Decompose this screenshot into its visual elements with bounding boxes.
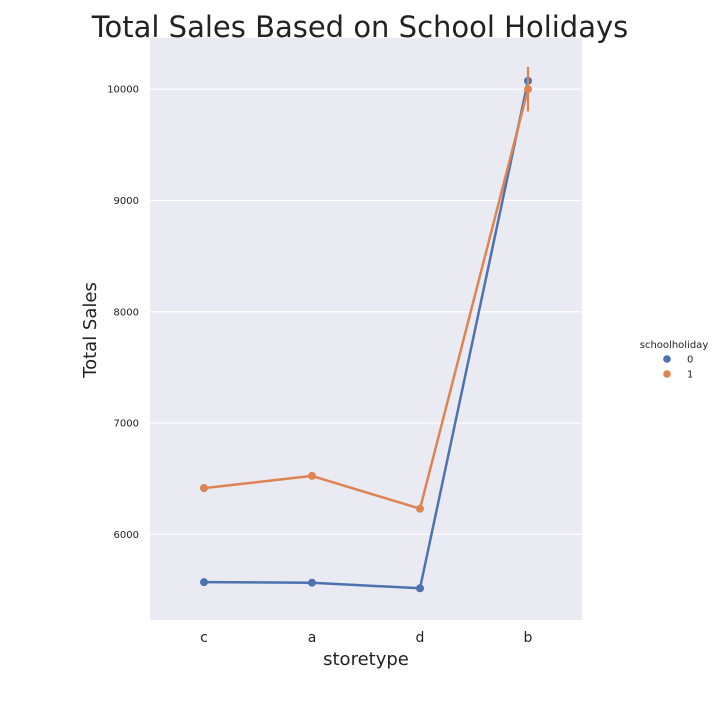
plot-area [150,38,582,620]
y-tick-label: 9000 [114,196,139,207]
data-point [308,471,316,480]
legend-title: schoolholiday [640,340,709,351]
legend-marker [663,370,671,378]
series-line [203,80,530,590]
data-point [200,578,208,587]
y-tick-label: 10000 [107,85,139,96]
data-point [308,578,316,587]
legend-label: 0 [687,355,693,366]
legend: schoolholiday 0 1 [640,340,709,381]
series-line [203,88,530,510]
y-tick-label: 8000 [114,307,139,318]
x-tick-label: b [524,630,533,646]
series-layer [200,66,532,593]
y-tick-label: 7000 [114,419,139,430]
x-axis-label: storetype [323,649,409,670]
y-axis-label: Total Sales [80,282,101,379]
x-tick-label: c [200,630,208,646]
data-point [524,85,532,94]
legend-label: 1 [687,370,693,381]
y-axis-ticks: 6000 7000 8000 9000 10000 [107,85,139,541]
x-tick-label: d [416,630,425,646]
x-tick-label: a [308,630,317,646]
data-point [416,584,424,593]
series-1 [200,66,532,513]
data-point [200,484,208,493]
y-tick-label: 6000 [114,530,139,541]
legend-marker [663,355,671,363]
gridlines [150,88,582,535]
data-point [416,504,424,513]
